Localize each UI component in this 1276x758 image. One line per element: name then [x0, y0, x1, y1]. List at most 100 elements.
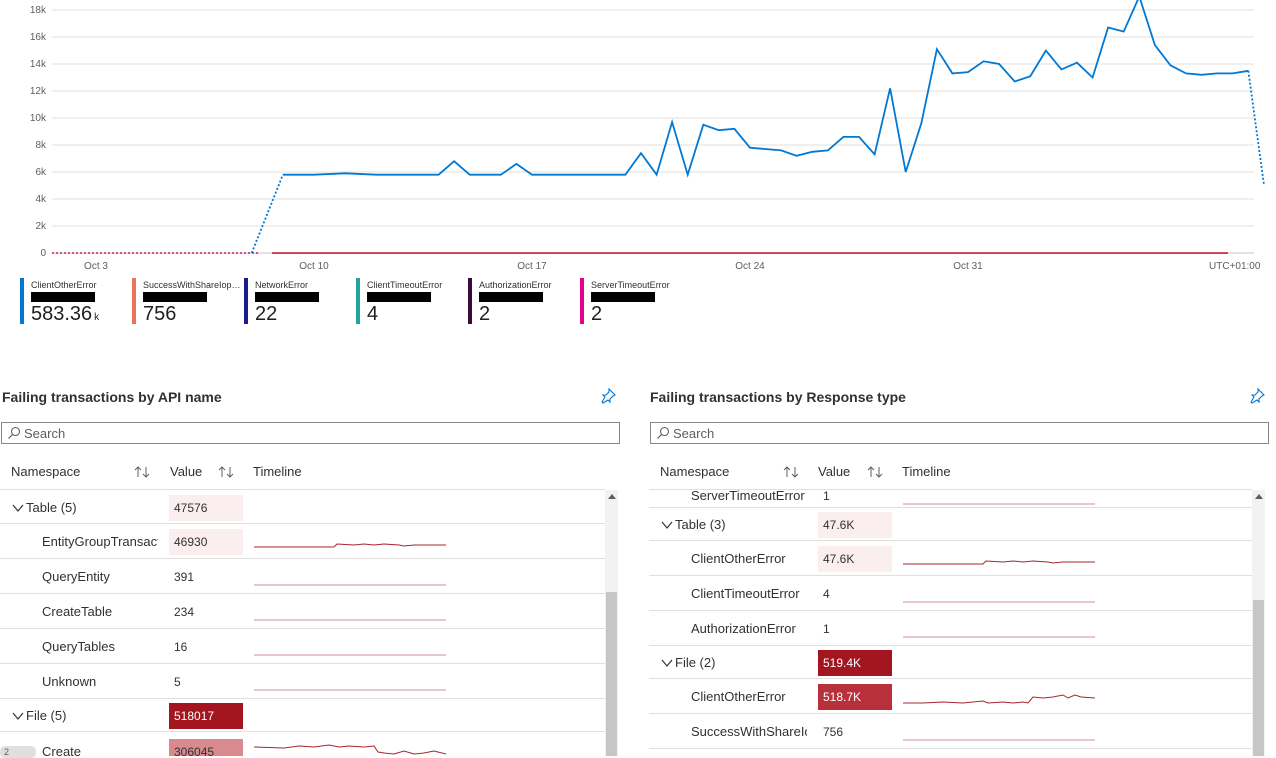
redacted-label	[143, 292, 207, 302]
chevron-down-icon[interactable]	[12, 711, 24, 721]
row-value: 1	[823, 622, 830, 636]
namespace-column-header[interactable]: Namespace	[11, 464, 81, 479]
legend-item[interactable]: ClientOtherError 583.36 k	[20, 278, 124, 325]
scrollbar[interactable]	[605, 490, 618, 756]
search-box[interactable]	[1, 422, 620, 444]
chevron-down-icon[interactable]	[12, 503, 24, 513]
scrollbar[interactable]	[1252, 490, 1265, 756]
row-value: 518017	[169, 703, 243, 729]
legend-color-swatch	[580, 278, 584, 324]
api-name-panel: Failing transactions by API name Namespa…	[0, 380, 622, 756]
response-type-panel: Failing transactions by Response type Na…	[649, 380, 1271, 756]
api-name-table: Table (5) 47576 EntityGroupTransact 46930 Qu…	[0, 490, 605, 756]
row-value: 47576	[169, 495, 243, 521]
row-value: 518.7K	[818, 684, 892, 710]
scroll-up-arrow[interactable]	[608, 494, 616, 499]
search-box[interactable]	[650, 422, 1269, 444]
row-label: Create	[42, 744, 82, 756]
row-label: QueryTables	[42, 639, 115, 654]
scroll-thumb[interactable]	[1253, 600, 1264, 756]
table-row[interactable]: ClientOtherError 518.7K	[649, 679, 1252, 714]
header-divider	[0, 489, 605, 490]
legend-value: 583.36 k	[31, 303, 100, 325]
value-column-header[interactable]: Value	[170, 464, 203, 479]
row-label: ClientOtherError	[691, 551, 786, 566]
collapsed-widget[interactable]: 2	[0, 746, 36, 758]
table-row[interactable]: Unknown 5	[0, 664, 605, 699]
legend-item[interactable]: ServerTimeoutError 2	[580, 278, 684, 325]
search-icon	[8, 426, 21, 439]
timeline-sparkline	[254, 584, 446, 586]
value-column-header[interactable]: Value	[818, 464, 851, 479]
y-tick-label: 18k	[30, 5, 47, 16]
table-row[interactable]: SuccessWithShareIo 756	[649, 714, 1252, 749]
search-input[interactable]	[24, 425, 224, 441]
legend-color-swatch	[132, 278, 136, 324]
timeline-sparkline	[903, 560, 1095, 565]
sort-namespace-icon[interactable]	[133, 464, 151, 480]
sort-value-icon[interactable]	[866, 464, 884, 480]
row-label: AuthorizationError	[691, 621, 796, 636]
table-row[interactable]: QueryTables 16	[0, 629, 605, 664]
timeline-sparkline	[254, 654, 446, 656]
y-tick-label: 14k	[30, 59, 47, 70]
timeline-sparkline	[903, 739, 1095, 741]
row-value: 234	[174, 605, 195, 619]
scroll-up-arrow[interactable]	[1255, 494, 1263, 499]
search-input[interactable]	[673, 425, 873, 441]
redacted-label	[591, 292, 655, 302]
table-row[interactable]: ClientTimeoutError 4	[649, 576, 1252, 611]
legend-color-swatch	[468, 278, 472, 324]
row-label: SuccessWithShareIo	[691, 724, 807, 739]
table-row[interactable]: ClientOtherError 47.6K	[649, 541, 1252, 576]
pin-icon[interactable]	[600, 388, 616, 404]
response-type-table: ServerTimeoutError 1 Table (3) 47.6K ClientO…	[649, 490, 1252, 756]
table-row[interactable]: AuthorizationError 1	[649, 611, 1252, 646]
legend-item[interactable]: SuccessWithShareIops... 756	[132, 278, 241, 325]
chevron-down-icon[interactable]	[661, 520, 673, 530]
timeline-sparkline	[903, 601, 1095, 603]
sort-namespace-icon[interactable]	[782, 464, 800, 480]
legend-item[interactable]: NetworkError 22	[244, 278, 348, 325]
table-row[interactable]: QueryEntity 391	[0, 559, 605, 594]
row-label: Table (5)	[26, 500, 77, 515]
y-tick-label: 6k	[35, 167, 47, 178]
header-divider	[649, 489, 1252, 490]
panel-title: Failing transactions by API name	[2, 389, 222, 405]
group-row[interactable]: File (5) 518017	[0, 699, 605, 732]
legend-value: 756	[143, 303, 177, 325]
scroll-thumb[interactable]	[606, 592, 617, 756]
table-row[interactable]: Create 306045	[0, 732, 605, 756]
legend-item[interactable]: AuthorizationError 2	[468, 278, 572, 325]
pin-icon[interactable]	[1249, 388, 1265, 404]
y-tick-label: 16k	[30, 32, 47, 43]
legend-series-name: SuccessWithShareIops...	[143, 280, 241, 290]
panel-title: Failing transactions by Response type	[650, 389, 906, 405]
table-row[interactable]: CreateTable 234	[0, 594, 605, 629]
row-label: EntityGroupTransact	[42, 534, 158, 549]
row-value: 1	[823, 490, 830, 503]
y-tick-label: 2k	[35, 221, 47, 232]
legend-item[interactable]: ClientTimeoutError 4	[356, 278, 460, 325]
group-row[interactable]: File (2) 519.4K	[649, 646, 1252, 679]
chevron-down-icon[interactable]	[661, 658, 673, 668]
redacted-label	[367, 292, 431, 302]
legend-value: 2	[479, 303, 491, 325]
table-row[interactable]: ServerTimeoutError 1	[649, 490, 1252, 508]
namespace-column-header[interactable]: Namespace	[660, 464, 730, 479]
main-line-chart[interactable]: 0 2k 4k 6k 8k 10k 12k 14k 16k 18k Oct 3 Oct 10 Oct …	[0, 0, 1276, 275]
row-label: Unknown	[42, 674, 97, 689]
redacted-label	[31, 292, 95, 302]
table-row[interactable]: EntityGroupTransact 46930	[0, 524, 605, 559]
row-value: 391	[174, 570, 195, 584]
row-label: Table (3)	[675, 517, 726, 532]
row-label: CreateTable	[42, 604, 113, 619]
x-tick-label: Oct 17	[517, 261, 547, 272]
sort-value-icon[interactable]	[217, 464, 235, 480]
group-row[interactable]: Table (3) 47.6K	[649, 508, 1252, 541]
legend-unit: k	[94, 312, 100, 323]
row-value: 16	[174, 640, 188, 654]
group-row[interactable]: Table (5) 47576	[0, 491, 605, 524]
legend-color-swatch	[356, 278, 360, 324]
legend-series-name: ServerTimeoutError	[591, 280, 670, 290]
